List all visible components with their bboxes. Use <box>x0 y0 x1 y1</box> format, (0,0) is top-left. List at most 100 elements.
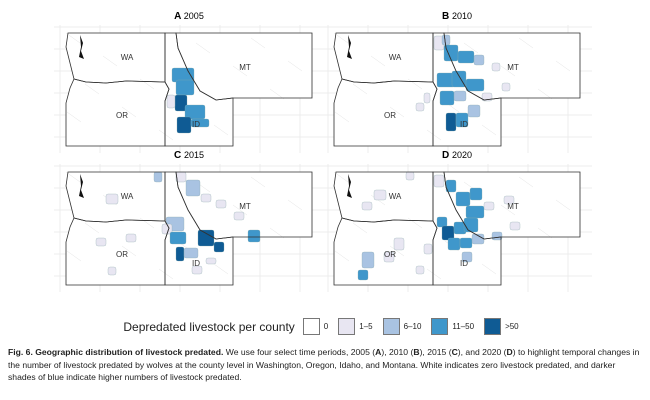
county-depredation <box>415 265 425 275</box>
county-depredation <box>473 54 485 66</box>
panel-title: A 2005 <box>174 11 204 22</box>
county-depredation <box>415 102 425 112</box>
state-label-id: ID <box>192 120 200 129</box>
county-depredation <box>469 187 483 201</box>
county-depredation <box>491 231 503 241</box>
county-border <box>500 204 516 216</box>
state-label-mt: MT <box>507 63 519 72</box>
caption-text: We use four select time periods, 2005 ( <box>223 347 376 357</box>
caption-ref-d: D <box>506 347 513 357</box>
county-depredation <box>433 174 445 188</box>
legend-swatch-0 <box>302 318 320 335</box>
county-border <box>213 263 229 275</box>
county-depredation <box>191 265 203 275</box>
county-border <box>213 124 229 136</box>
county-border <box>555 199 571 211</box>
state-label-wa: WA <box>389 53 402 62</box>
county-border <box>65 171 81 183</box>
county-border <box>269 227 285 239</box>
county-border <box>500 65 516 77</box>
county-depredation <box>439 90 455 106</box>
caption-ref-a: A <box>375 347 382 357</box>
county-border <box>269 88 285 100</box>
county-depredation <box>445 112 457 132</box>
county-depredation <box>491 62 501 72</box>
county-depredation <box>95 237 107 247</box>
caption-text: ) to highlight temporal changes in the n… <box>8 347 640 382</box>
county-depredation <box>175 246 185 262</box>
county-depredation <box>451 70 467 88</box>
county-depredation <box>183 247 199 259</box>
map-panel-a: WA OR ID MT A 2005 <box>54 11 324 153</box>
county-depredation <box>153 171 163 183</box>
county-depredation <box>423 243 433 255</box>
caption-ref-c: C <box>451 347 458 357</box>
state-label-or: OR <box>384 111 396 120</box>
county-depredation <box>465 205 485 219</box>
county-depredation <box>455 112 469 128</box>
legend-label-2: 6–10 <box>403 322 422 331</box>
county-border <box>287 199 303 211</box>
state-border-mt <box>175 171 313 240</box>
state-label-id: ID <box>460 120 468 129</box>
legend-swatch-2 <box>382 318 400 335</box>
county-border <box>84 222 100 234</box>
county-border <box>250 37 266 49</box>
county-border <box>333 171 349 183</box>
county-depredation <box>457 50 475 64</box>
county-depredation <box>383 251 395 263</box>
county-depredation <box>176 116 192 134</box>
state-label-or: OR <box>384 250 396 259</box>
county-depredation <box>393 237 405 251</box>
state-label-or: OR <box>116 111 128 120</box>
county-border <box>463 42 479 54</box>
state-label-wa: WA <box>389 192 402 201</box>
county-depredation <box>423 92 431 104</box>
caption-label: Fig. 6. Geographic distribution of lives… <box>8 347 224 357</box>
county-depredation <box>213 241 225 253</box>
state-border-mt <box>443 32 581 101</box>
map-panel-d: WA OR ID MT D 2020 <box>322 150 592 292</box>
caption-text: ), and 2020 ( <box>457 347 507 357</box>
legend-swatch-4 <box>484 318 502 335</box>
county-depredation <box>361 251 375 269</box>
panel-title: B 2010 <box>442 11 472 22</box>
county-border <box>426 268 442 280</box>
state-label-id: ID <box>192 259 200 268</box>
county-depredation <box>247 229 261 243</box>
legend: Depredated livestock per county 0 1–5 6–… <box>0 318 650 335</box>
county-border <box>121 245 137 257</box>
county-depredation <box>215 199 227 209</box>
county-border <box>334 250 350 262</box>
county-depredation <box>373 189 387 201</box>
county-depredation <box>185 179 201 197</box>
puget-sound <box>79 35 84 59</box>
county-depredation <box>467 104 481 118</box>
county-border <box>65 32 81 44</box>
county-border <box>481 124 497 136</box>
county-border <box>407 217 423 229</box>
county-depredation <box>169 231 187 245</box>
caption-text: ), 2010 ( <box>381 347 414 357</box>
county-depredation <box>357 269 369 281</box>
county-depredation <box>166 94 176 109</box>
legend-title: Depredated livestock per county <box>123 319 295 334</box>
map-panel-c: WA OR ID MT C 2015 <box>54 150 324 292</box>
county-border <box>139 217 155 229</box>
county-depredation <box>107 266 117 276</box>
county-border <box>537 88 553 100</box>
county-depredation <box>233 211 245 221</box>
county-border <box>555 60 571 72</box>
county-border <box>232 65 248 77</box>
county-depredation <box>483 201 495 211</box>
county-border <box>334 111 350 123</box>
county-depredation <box>200 193 212 203</box>
figure-caption: Fig. 6. Geographic distribution of lives… <box>8 346 644 384</box>
county-border <box>158 268 174 280</box>
legend-label-1: 1–5 <box>359 322 373 331</box>
state-label-mt: MT <box>507 202 519 211</box>
county-depredation <box>105 193 119 205</box>
county-border <box>481 263 497 275</box>
county-depredation <box>175 79 195 96</box>
puget-sound <box>347 35 352 59</box>
